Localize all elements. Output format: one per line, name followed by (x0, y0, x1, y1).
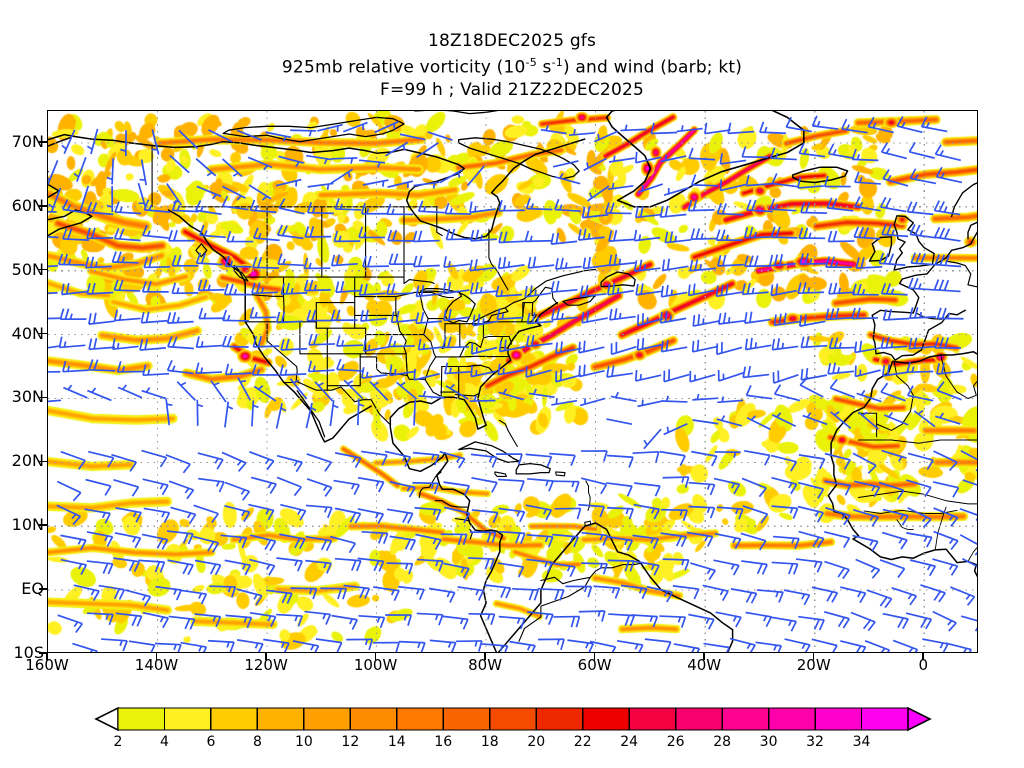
colorbar-swatches (94, 706, 932, 732)
colorbar-label-14: 14 (387, 734, 406, 750)
title-line-valid: F=99 h ; Valid 21Z22DEC2025 (379, 79, 644, 100)
x-axis-label-160W: 160W (25, 656, 69, 674)
y-axis-label-EQ: EQ (21, 579, 44, 599)
x-axis-label-100W: 100W (353, 656, 398, 674)
title-line-model: 18Z18DEC2025 gfs (427, 31, 597, 51)
y-tick-mark (39, 268, 47, 271)
y-axis-label-50N: 50N (11, 259, 44, 279)
x-tick-mark (46, 653, 48, 660)
coastline-layer (48, 111, 977, 652)
colorbar-label-16: 16 (434, 734, 453, 750)
colorbar-label-18: 18 (480, 734, 499, 750)
x-tick-mark (812, 653, 815, 660)
y-axis-label-70N: 70N (11, 131, 44, 151)
x-tick-mark (374, 653, 377, 660)
colorbar-label-6: 6 (206, 734, 216, 750)
x-tick-mark (922, 653, 924, 660)
colorbar-label-12: 12 (341, 734, 360, 750)
y-tick-mark (39, 524, 47, 526)
colorbar-label-26: 26 (666, 734, 685, 750)
colorbar-label-32: 32 (806, 734, 824, 750)
y-tick-mark (39, 332, 47, 335)
x-tick-mark (593, 653, 596, 660)
x-tick-mark (703, 653, 705, 660)
wind-barb-layer (48, 115, 977, 652)
title-variable-post: ) and wind (barb; kt) (562, 57, 743, 78)
x-axis-label-80W: 80W (468, 656, 503, 674)
x-axis-label-0: 0 (918, 656, 928, 674)
x-tick-mark (265, 653, 267, 660)
title-exponent-minus1: -1 (551, 56, 563, 69)
y-axis-label-10N: 10N (11, 515, 44, 535)
y-tick-mark (39, 141, 47, 143)
colorbar-label-24: 24 (620, 734, 639, 750)
y-axis-label-60N: 60N (11, 195, 44, 215)
colorbar-label-10: 10 (294, 734, 313, 750)
colorbar-label-22: 22 (573, 734, 592, 750)
x-axis-label-20W: 20W (796, 656, 831, 674)
map-canvas-layers (48, 111, 977, 652)
gridline-layer (48, 111, 977, 652)
chart-title-block: 18Z18DEC2025 gfs 925mb relative vorticit… (0, 30, 1024, 101)
colorbar-label-30: 30 (759, 734, 778, 750)
colorbar-label-20: 20 (527, 734, 546, 750)
y-axis-label-20N: 20N (11, 451, 44, 471)
x-axis-label-40W: 40W (687, 656, 722, 674)
x-axis-label-60W: 60W (577, 656, 612, 674)
colorbar-label-28: 28 (713, 734, 732, 750)
title-variable-mid: s (536, 57, 552, 78)
colorbar-label-8: 8 (252, 734, 262, 750)
y-tick-mark (39, 205, 47, 207)
y-tick-mark (39, 396, 47, 399)
x-axis-label-120W: 120W (244, 656, 288, 674)
y-tick-mark (39, 652, 47, 654)
x-axis-label-140W: 140W (134, 656, 179, 674)
title-exponent-minus5: -5 (525, 56, 537, 69)
colorbar-label-2: 2 (113, 734, 123, 750)
colorbar-label-4: 4 (160, 734, 169, 750)
colorbar-label-34: 34 (852, 734, 871, 750)
y-axis-label-40N: 40N (11, 323, 44, 343)
x-tick-mark (484, 653, 486, 660)
y-axis-label-10S: 10S (13, 643, 44, 662)
y-axis-label-30N: 30N (11, 387, 44, 407)
colorbar: 2 4 6 8 10 12 14 16 18 20 22 24 26 28 30 32 34 (0, 702, 1024, 762)
y-tick-mark (39, 460, 47, 463)
title-variable-pre: 925mb relative vorticity (10 (281, 57, 526, 78)
title-line-variable: 925mb relative vorticity (10-5 s-1) and … (0, 52, 1024, 79)
map-plot-area (47, 110, 978, 653)
x-tick-mark (155, 653, 158, 660)
y-tick-mark (39, 588, 47, 590)
